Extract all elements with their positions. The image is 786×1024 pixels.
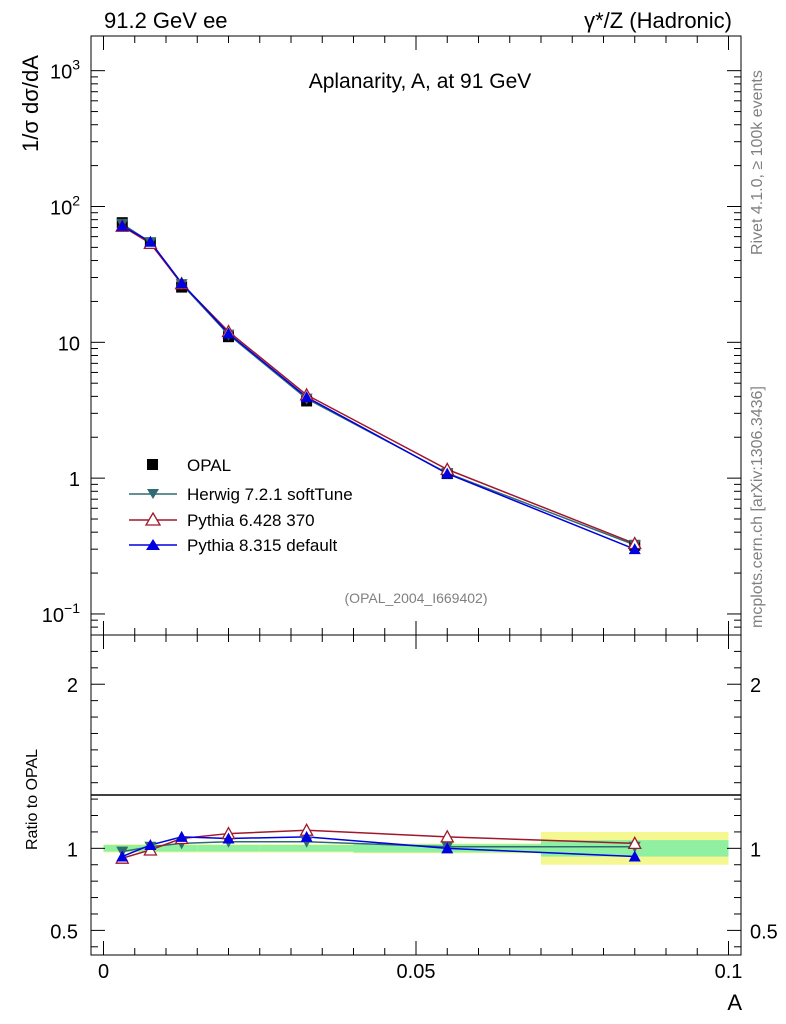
legend-entry-opal: OPAL	[147, 456, 231, 475]
legend-pythia6-marker	[144, 511, 162, 526]
ratio-2-point	[116, 850, 129, 862]
ratio-tick-label-right: 1	[750, 839, 761, 861]
legend-herwig-marker	[147, 489, 159, 499]
legend-pythia6-label: Pythia 6.428 370	[187, 511, 315, 530]
legend-entry-herwig: Herwig 7.2.1 softTune	[129, 485, 353, 504]
ratio-2-point	[628, 850, 641, 862]
legend-pythia8-marker	[146, 539, 160, 550]
ratio-2-point	[175, 830, 188, 842]
ratio-1-point	[440, 829, 455, 843]
main-axis-ticks: 10−1 1 10 102 103	[42, 36, 741, 636]
legend-opal-label: OPAL	[187, 456, 231, 475]
y-axis-label: 1/σ dσ/dA	[18, 55, 43, 152]
series-2-point	[300, 391, 313, 403]
y-tick-label: 10	[58, 333, 80, 355]
ratio-tick-label-left: 2	[67, 675, 78, 697]
ratio-band-stat	[197, 845, 260, 852]
ratio-band-stat	[259, 845, 354, 852]
x-tick-label: 0.1	[715, 961, 743, 983]
header-right-label: γ*/Z (Hadronic)	[584, 8, 732, 33]
ratio-2-point	[441, 842, 454, 854]
ratio-series-group	[115, 822, 642, 864]
legend-entry-pythia6: Pythia 6.428 370	[129, 511, 315, 530]
x-axis-label: A	[727, 990, 742, 1015]
legend-opal-marker	[147, 459, 158, 470]
series-2-point	[222, 327, 235, 339]
y-tick-label: 103	[50, 57, 80, 84]
ratio-2-point	[144, 839, 157, 851]
legend: OPAL Herwig 7.2.1 softTune Pythia 6.428 …	[129, 456, 353, 555]
y-tick-label: 10−1	[42, 600, 80, 627]
series-2-point	[175, 277, 188, 289]
y-tick-label: 102	[50, 192, 80, 219]
legend-herwig-label: Herwig 7.2.1 softTune	[187, 485, 353, 504]
ratio-tick-label-right: 0.5	[750, 921, 778, 943]
main-series-group	[115, 217, 642, 555]
mcplots-label: mcplots.cern.ch [arXiv:1306.3436]	[749, 386, 766, 628]
main-panel: Aplanarity, A, at 91 GeV (OPAL_2004_I669…	[18, 35, 742, 636]
ratio-y-axis-label: Ratio to OPAL	[24, 749, 41, 850]
plot-title: Aplanarity, A, at 91 GeV	[309, 70, 532, 93]
ratio-tick-label-right: 2	[750, 675, 761, 697]
series-2-point	[441, 467, 454, 479]
header-left-label: 91.2 GeV ee	[104, 8, 228, 33]
ratio-panel: Ratio to OPAL 0 0.05 0.1 0.5 0.5 1 1 2 2 A	[24, 634, 778, 1015]
ratio-tick-label-left: 0.5	[50, 921, 78, 943]
legend-entry-pythia8: Pythia 8.315 default	[129, 536, 338, 555]
rivet-version-label: Rivet 4.1.0, ≥ 100k events	[749, 70, 766, 255]
ratio-tick-label-left: 1	[67, 839, 78, 861]
y-tick-label: 1	[69, 469, 80, 491]
series-2-point	[628, 543, 641, 555]
ratio-axis-ticks: 0 0.05 0.1 0.5 0.5 1 1 2 2	[50, 635, 778, 983]
analysis-watermark: (OPAL_2004_I669402)	[345, 590, 488, 606]
ratio-2-point	[222, 832, 235, 844]
series-2-point	[144, 235, 157, 247]
ratio-1-point	[627, 836, 642, 850]
x-tick-label: 0	[98, 961, 109, 983]
ratio-2-point	[300, 830, 313, 842]
x-tick-label: 0.05	[397, 961, 436, 983]
legend-pythia8-label: Pythia 8.315 default	[187, 536, 338, 555]
series-2-point	[116, 219, 129, 231]
